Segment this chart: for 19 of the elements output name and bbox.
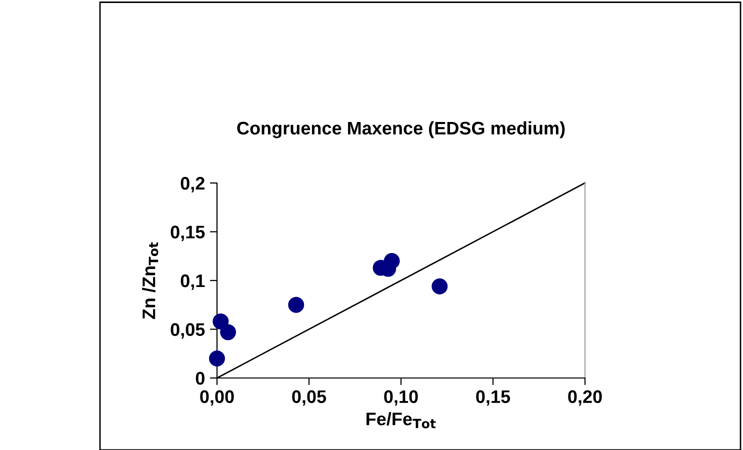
y-tick-label: 0,2 [180,176,204,192]
chart-title: Congruence Maxence (EDSG medium) [237,121,565,138]
point [209,350,225,366]
x-axis-title: Fe/Fe$_{Tot}$ [366,412,436,428]
point [384,253,400,269]
x-tick-label: 0,20 [568,390,602,406]
x-tick-label: 0,10 [384,390,418,406]
x-tick-label: 0,15 [476,390,510,406]
y-tick-label: 0,1 [180,274,205,290]
y-axis-title: Zn /Zn$_{Tot}$ [142,242,158,320]
y-tick-label: 0,05 [170,323,205,339]
point [288,296,304,313]
point [220,324,236,340]
point [212,313,229,330]
x-tick-label: 0,00 [200,390,234,406]
y-tick-label: 0 [196,372,204,385]
x-tick-label: 0,05 [292,390,326,406]
y-tick-label: 0,15 [170,226,205,242]
point [432,278,448,294]
